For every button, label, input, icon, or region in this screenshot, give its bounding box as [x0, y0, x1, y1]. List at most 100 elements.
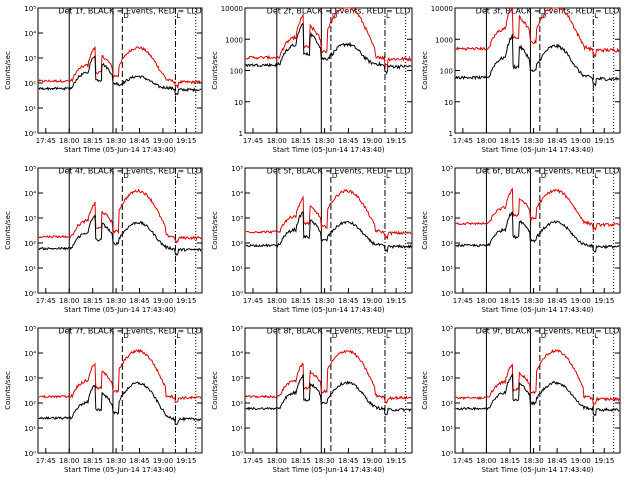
y-tick-label: 1	[239, 130, 243, 138]
y-tick-label: 10⁴	[24, 30, 36, 38]
y-tick-label: 10⁵	[231, 165, 243, 173]
marker-label: D	[123, 172, 128, 180]
x-tick-label: 18:45	[129, 297, 149, 305]
lld-series-line	[38, 348, 202, 404]
events-series-line	[38, 381, 202, 426]
x-axis-label: Start Time (05-Jun-14 17:43:40)	[482, 146, 594, 154]
x-axis-label: Start Time (05-Jun-14 17:43:40)	[64, 466, 176, 474]
y-axis-label: Counts/sec	[421, 51, 429, 90]
x-tick-label: 18:15	[291, 297, 311, 305]
panel-title: Det 7f, BLACK = Events, RED = LLD	[58, 327, 202, 336]
marker-label: L	[176, 332, 180, 340]
x-tick-label: 19:15	[594, 457, 614, 465]
plot-frame	[454, 167, 621, 294]
x-tick-label: 19:00	[153, 297, 173, 305]
plot-frame	[454, 327, 621, 454]
y-tick-label: 10⁴	[24, 190, 36, 198]
y-tick-label: 10	[444, 99, 453, 107]
x-tick-label: 18:45	[338, 137, 358, 145]
x-tick-label: 18:30	[314, 297, 334, 305]
marker-label: L	[176, 12, 180, 20]
marker-label: D	[332, 172, 337, 180]
y-tick-label: 10²	[231, 240, 243, 248]
y-tick-label: 10⁴	[24, 350, 36, 358]
events-series-line	[245, 374, 412, 416]
marker-label: L	[386, 12, 390, 20]
plot-frame	[37, 327, 203, 454]
y-tick-label: 10³	[231, 375, 243, 383]
x-tick-label: 19:15	[386, 457, 406, 465]
events-series-line	[245, 211, 412, 254]
y-axis-label: Counts/sec	[4, 371, 12, 410]
panel-9: Det 9f, BLACK = Events, RED = LLD 10⁰ 10¹ 1…	[421, 325, 621, 474]
panel-8: Det 8f, BLACK = Events, RED = LLD 10⁰ 10¹ 1…	[211, 325, 413, 474]
x-tick-label: 18:00	[267, 297, 287, 305]
y-tick-label: 10²	[24, 240, 36, 248]
x-tick-label: 18:00	[59, 137, 79, 145]
y-tick-label: 10⁰	[231, 450, 243, 458]
panel-3: Det 3f, BLACK = Events, RED = LLD 1 10 100 1…	[421, 5, 621, 154]
x-tick-label: 18:15	[291, 137, 311, 145]
x-tick-label: 19:00	[153, 137, 173, 145]
panel-title: Det 4f, BLACK = Events, RED = LLD	[58, 167, 202, 176]
x-axis-label: Start Time (05-Jun-14 17:43:40)	[273, 306, 385, 314]
y-tick-label: 10⁰	[441, 450, 453, 458]
x-tick-label: 19:15	[594, 297, 614, 305]
panel-title: Det 6f, BLACK = Events, RED = LLD	[476, 167, 620, 176]
x-tick-label: 18:00	[59, 457, 79, 465]
x-tick-label: 17:45	[36, 457, 56, 465]
x-tick-label: 18:45	[129, 457, 149, 465]
events-series-line	[245, 22, 412, 75]
x-tick-label: 18:15	[83, 137, 103, 145]
x-tick-label: 19:00	[571, 137, 591, 145]
y-tick-label: 10⁰	[24, 130, 36, 138]
y-axis-label: Counts/sec	[211, 211, 219, 250]
x-tick-label: 18:30	[314, 137, 334, 145]
x-tick-label: 18:30	[106, 137, 126, 145]
y-tick-label: 10²	[441, 400, 453, 408]
x-tick-label: 18:15	[500, 457, 520, 465]
x-tick-label: 18:15	[83, 457, 103, 465]
panel-title: Det 9f, BLACK = Events, RED = LLD	[476, 327, 620, 336]
marker-label: L	[594, 12, 598, 20]
lld-series-line	[38, 188, 202, 244]
x-axis-label: Start Time (05-Jun-14 17:43:40)	[64, 146, 176, 154]
x-tick-label: 17:45	[243, 297, 263, 305]
x-tick-label: 18:45	[547, 137, 567, 145]
y-tick-label: 100	[230, 68, 243, 76]
x-tick-label: 19:15	[176, 137, 196, 145]
y-tick-label: 10⁰	[231, 290, 243, 298]
lld-series-line	[245, 7, 412, 68]
lld-series-line	[455, 348, 620, 406]
x-tick-label: 19:00	[362, 137, 382, 145]
x-tick-label: 18:30	[523, 297, 543, 305]
panel-5: Det 5f, BLACK = Events, RED = LLD 10⁰ 10¹ 1…	[211, 165, 413, 314]
panel-7: Det 7f, BLACK = Events, RED = LLD 10⁰ 10¹ 1…	[4, 325, 203, 474]
y-tick-label: 10²	[231, 400, 243, 408]
x-tick-label: 18:00	[476, 137, 496, 145]
x-tick-label: 17:45	[453, 457, 473, 465]
lld-series-line	[245, 349, 412, 404]
y-tick-label: 1000	[435, 36, 453, 44]
y-axis-label: Counts/sec	[4, 211, 12, 250]
y-tick-label: 10⁰	[24, 290, 36, 298]
plot-frame	[244, 167, 413, 294]
marker-label: D	[123, 12, 128, 20]
marker-label: L	[386, 332, 390, 340]
x-tick-label: 18:15	[291, 457, 311, 465]
x-axis-label: Start Time (05-Jun-14 17:43:40)	[273, 146, 385, 154]
y-tick-label: 10⁵	[24, 165, 36, 173]
panel-2: Det 2f, BLACK = Events, RED = LLD1101001…	[211, 5, 413, 154]
y-tick-label: 10¹	[231, 265, 243, 273]
y-tick-label: 1	[449, 130, 453, 138]
y-tick-label: 10¹	[24, 265, 36, 273]
panel-4: Det 4f, BLACK = Events, RED = LLD 10⁰ 10¹ 1…	[4, 165, 203, 314]
y-tick-label: 10⁵	[441, 325, 453, 333]
lld-series-line	[38, 46, 202, 89]
y-tick-label: 10³	[24, 375, 36, 383]
y-tick-label: 10²	[24, 80, 36, 88]
y-tick-label: 10¹	[231, 425, 243, 433]
y-tick-label: 10⁰	[24, 450, 36, 458]
marker-label: L	[176, 172, 180, 180]
x-axis-label: Start Time (05-Jun-14 17:43:40)	[273, 466, 385, 474]
